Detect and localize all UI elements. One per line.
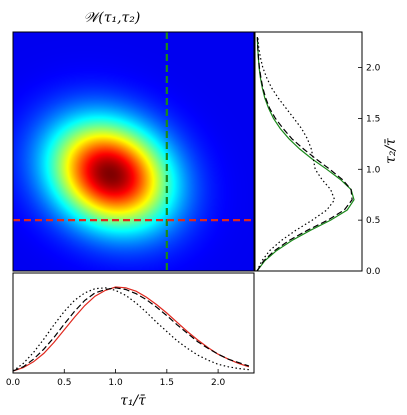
bottom-tick-label: 1.5 [160, 378, 174, 388]
joint-heatmap-panel [12, 31, 255, 272]
marginal-right-frame [254, 31, 363, 272]
bottom-tick-label: 0.0 [6, 378, 21, 388]
right-tick-label: 1.0 [366, 165, 381, 175]
x-axis-label: τ₁/τ̄ [120, 393, 146, 409]
marginal-bottom-ticks: 0.0 0.5 1.0 1.5 2.0 [6, 369, 226, 388]
marginal-bottom-frame [12, 272, 255, 374]
heatmap-frame [12, 31, 255, 272]
right-tick-label: 0.5 [366, 216, 380, 226]
bottom-tick-label: 1.0 [108, 378, 123, 388]
y-axis-label: τ₂/τ̄ [383, 138, 399, 164]
marginal-right-series-dashed [256, 37, 353, 272]
right-tick-label: 2.0 [366, 64, 381, 74]
bottom-tick-label: 0.5 [57, 378, 71, 388]
right-tick-label: 1.5 [366, 114, 380, 124]
bottom-tick-label: 2.0 [211, 378, 226, 388]
heatmap-image [13, 32, 254, 271]
marginal-bottom-panel: 0.0 0.5 1.0 1.5 2.0 τ₁/τ̄ [6, 272, 255, 409]
marginal-right-panel: 0.0 0.5 1.0 1.5 2.0 τ₂/τ̄ [254, 31, 399, 277]
marginal-bottom-series-solid [12, 286, 250, 372]
marginal-right-ticks: 0.0 0.5 1.0 1.5 2.0 [358, 64, 381, 277]
marginal-bottom-series-dotted [12, 287, 249, 372]
marginal-right-curves [256, 37, 355, 272]
chart-title: 𝒲(τ₁,τ₂) [84, 10, 141, 26]
marginal-bottom-curves [12, 286, 250, 372]
right-tick-label: 0.0 [366, 267, 381, 277]
